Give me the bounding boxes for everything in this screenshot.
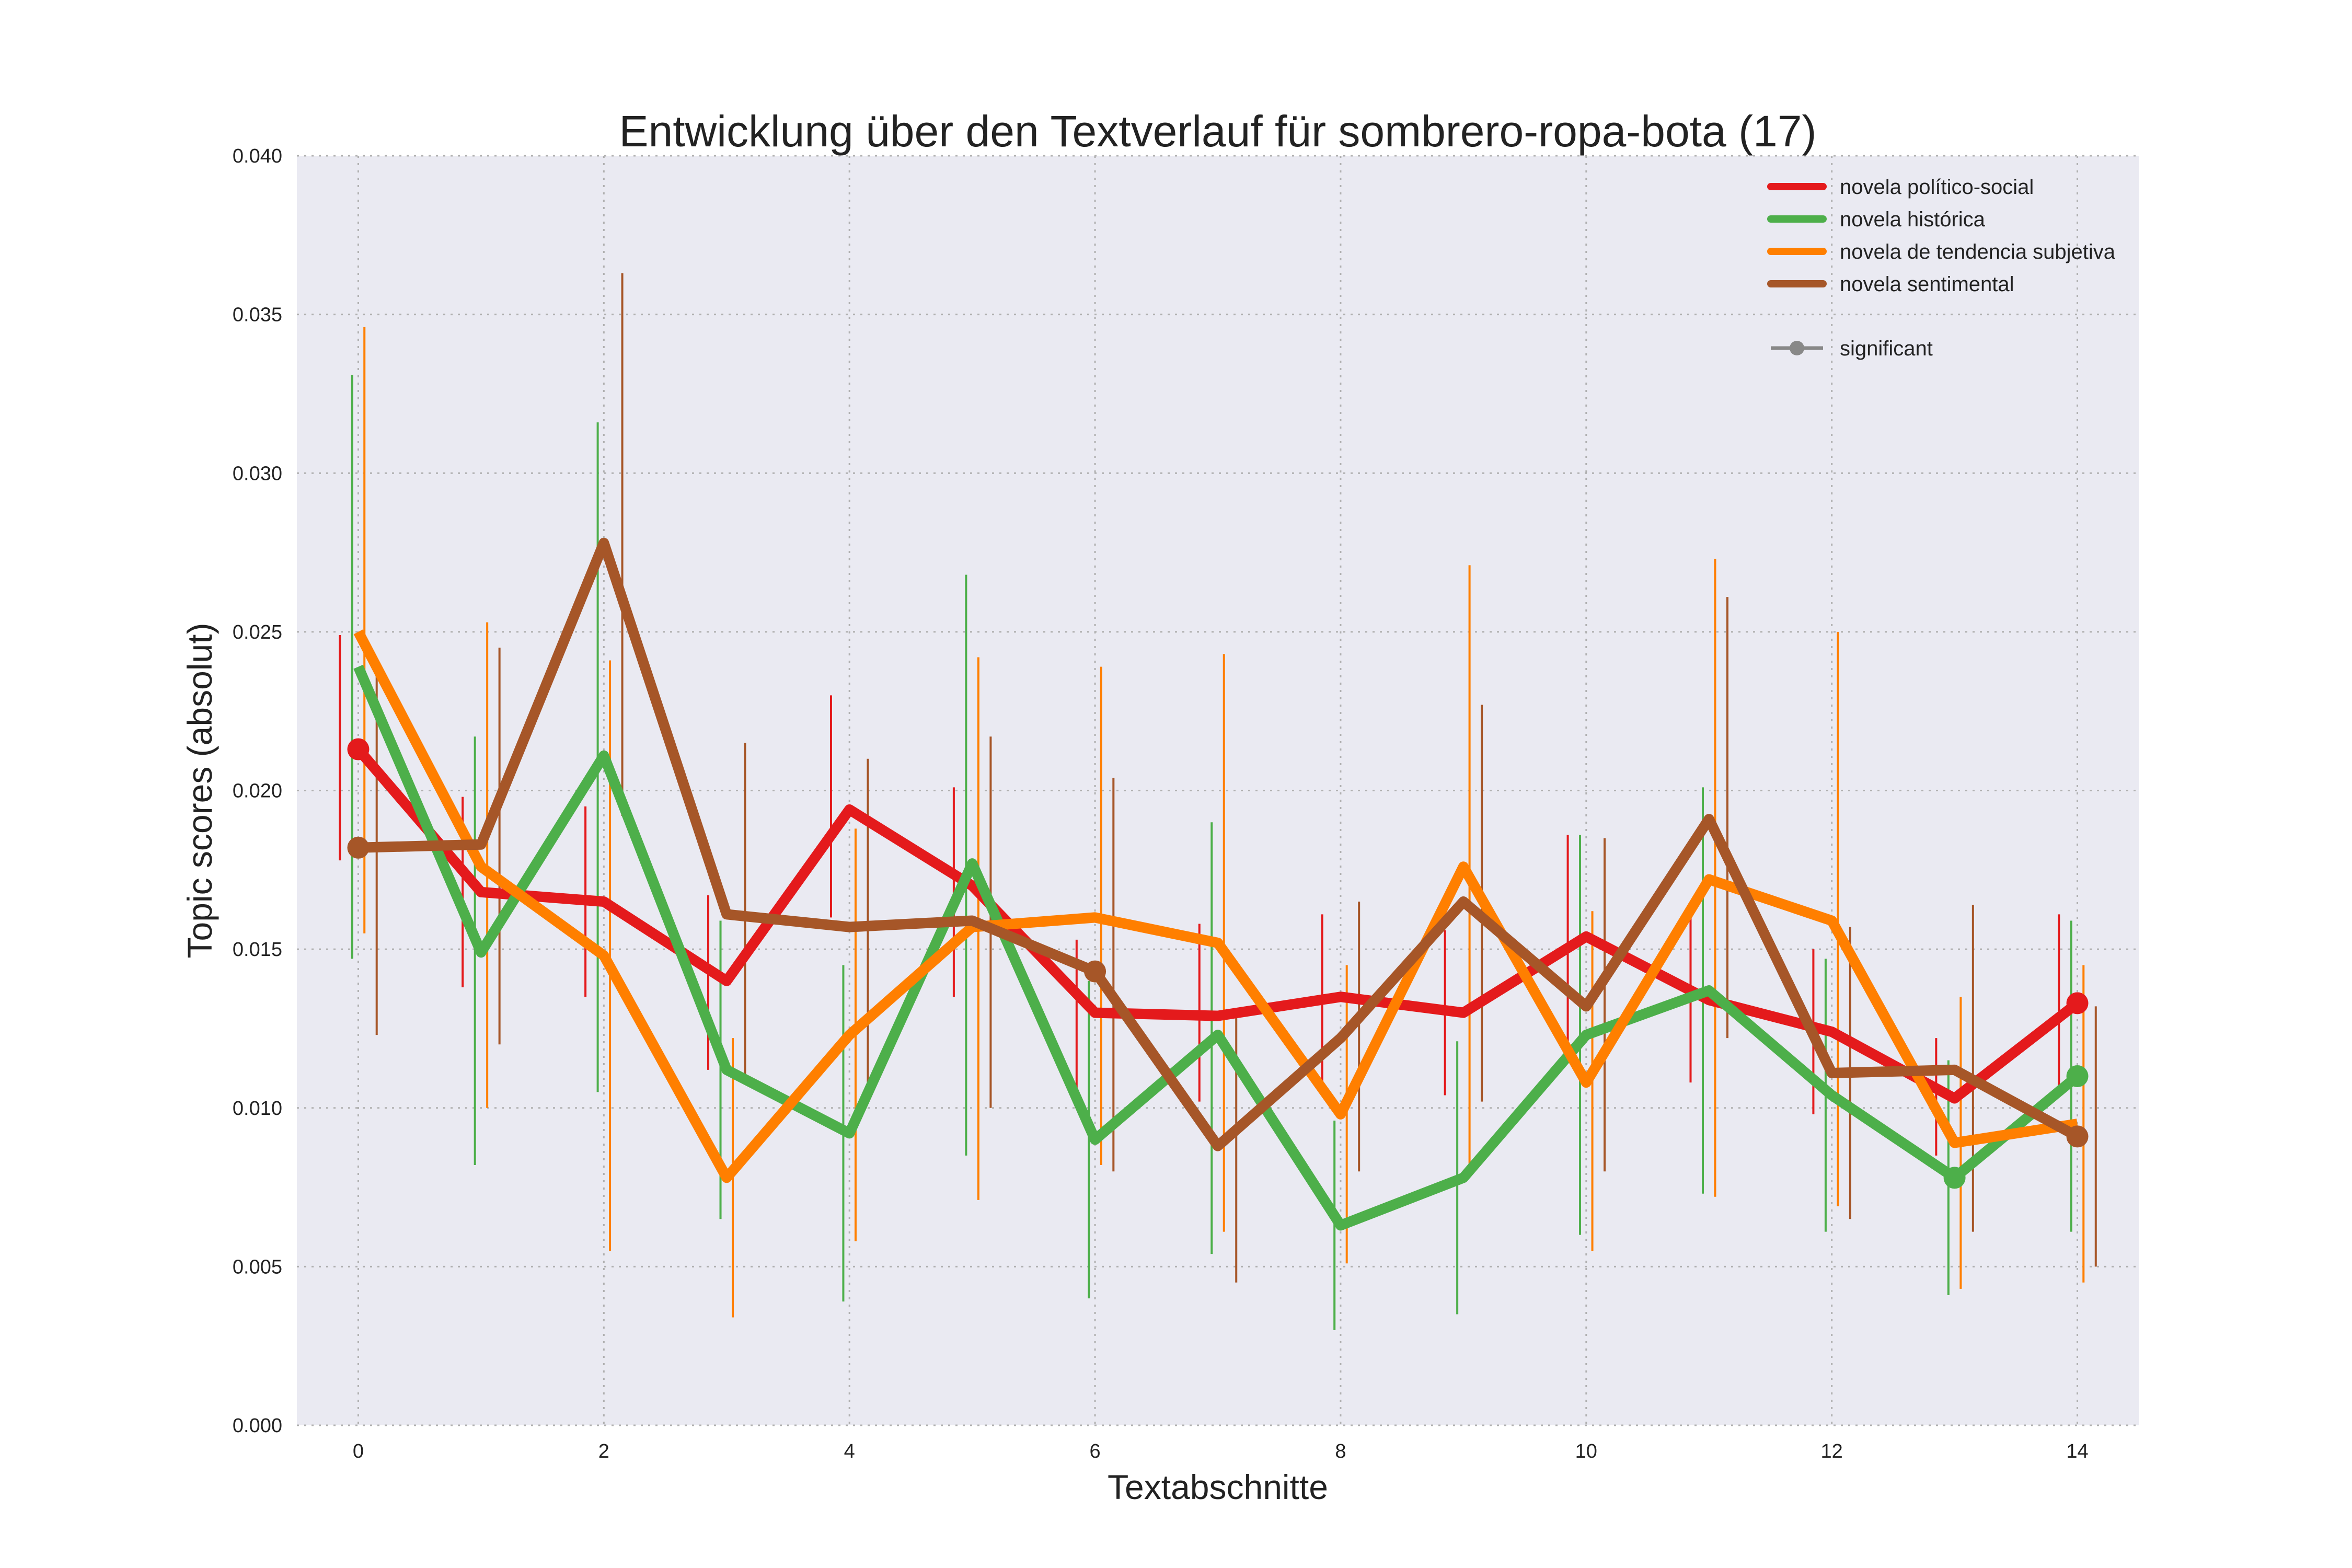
significant-point <box>1943 1167 1966 1189</box>
y-tick-label: 0.040 <box>233 145 282 167</box>
legend-entry-label: novela político-social <box>1840 176 2034 199</box>
series-line <box>353 629 2079 1183</box>
x-tick-label: 6 <box>1089 1440 1100 1462</box>
significant-point <box>347 836 370 859</box>
significant-point <box>347 738 370 760</box>
x-tick-label: 8 <box>1335 1440 1346 1462</box>
legend-entry-label: novela histórica <box>1840 208 1986 231</box>
plot-area <box>297 156 2139 1425</box>
significant-point <box>2066 992 2089 1014</box>
y-tick-label: 0.010 <box>233 1098 282 1120</box>
x-tick-label: 0 <box>353 1440 364 1462</box>
y-tick-label: 0.035 <box>233 304 282 326</box>
x-tick-label: 12 <box>1821 1440 1843 1462</box>
y-axis-ticks: 0.000 0.005 0.010 0.015 0.020 0.025 0.030 0.035… <box>233 145 282 1437</box>
y-tick-label: 0.005 <box>233 1256 282 1278</box>
legend-significant-marker <box>1790 341 1804 355</box>
y-axis-label: Topic scores (absolut) <box>180 623 219 959</box>
significant-markers <box>347 738 2089 1189</box>
legend-significant-label: significant <box>1840 337 1933 360</box>
y-tick-label: 0.020 <box>233 780 282 802</box>
significant-point <box>2066 1125 2089 1148</box>
x-tick-label: 14 <box>2066 1440 2088 1462</box>
significant-point <box>1084 960 1106 983</box>
x-tick-label: 10 <box>1575 1440 1597 1462</box>
legend-entry-label: novela sentimental <box>1840 273 2014 296</box>
x-tick-label: 2 <box>598 1440 609 1462</box>
y-tick-label: 0.000 <box>233 1415 282 1437</box>
x-axis-label: Textabschnitte <box>1108 1468 1328 1506</box>
chart-title: Entwicklung über den Textverlauf für som… <box>619 107 1817 156</box>
series-line <box>358 537 2080 1151</box>
y-tick-label: 0.030 <box>233 463 282 485</box>
series-line <box>353 664 2081 1231</box>
x-tick-label: 4 <box>844 1440 855 1462</box>
legend-entry-label: novela de tendencia subjetiva <box>1840 240 2116 263</box>
legend: novela político-social novela histórica no… <box>1767 176 2116 360</box>
series-lines <box>353 537 2081 1231</box>
x-axis-ticks: 0 2 4 6 8 10 12 14 <box>353 1440 2089 1462</box>
significant-point <box>2066 1065 2089 1088</box>
series-line <box>354 746 2081 1104</box>
y-tick-label: 0.015 <box>233 939 282 961</box>
y-tick-label: 0.025 <box>233 621 282 643</box>
